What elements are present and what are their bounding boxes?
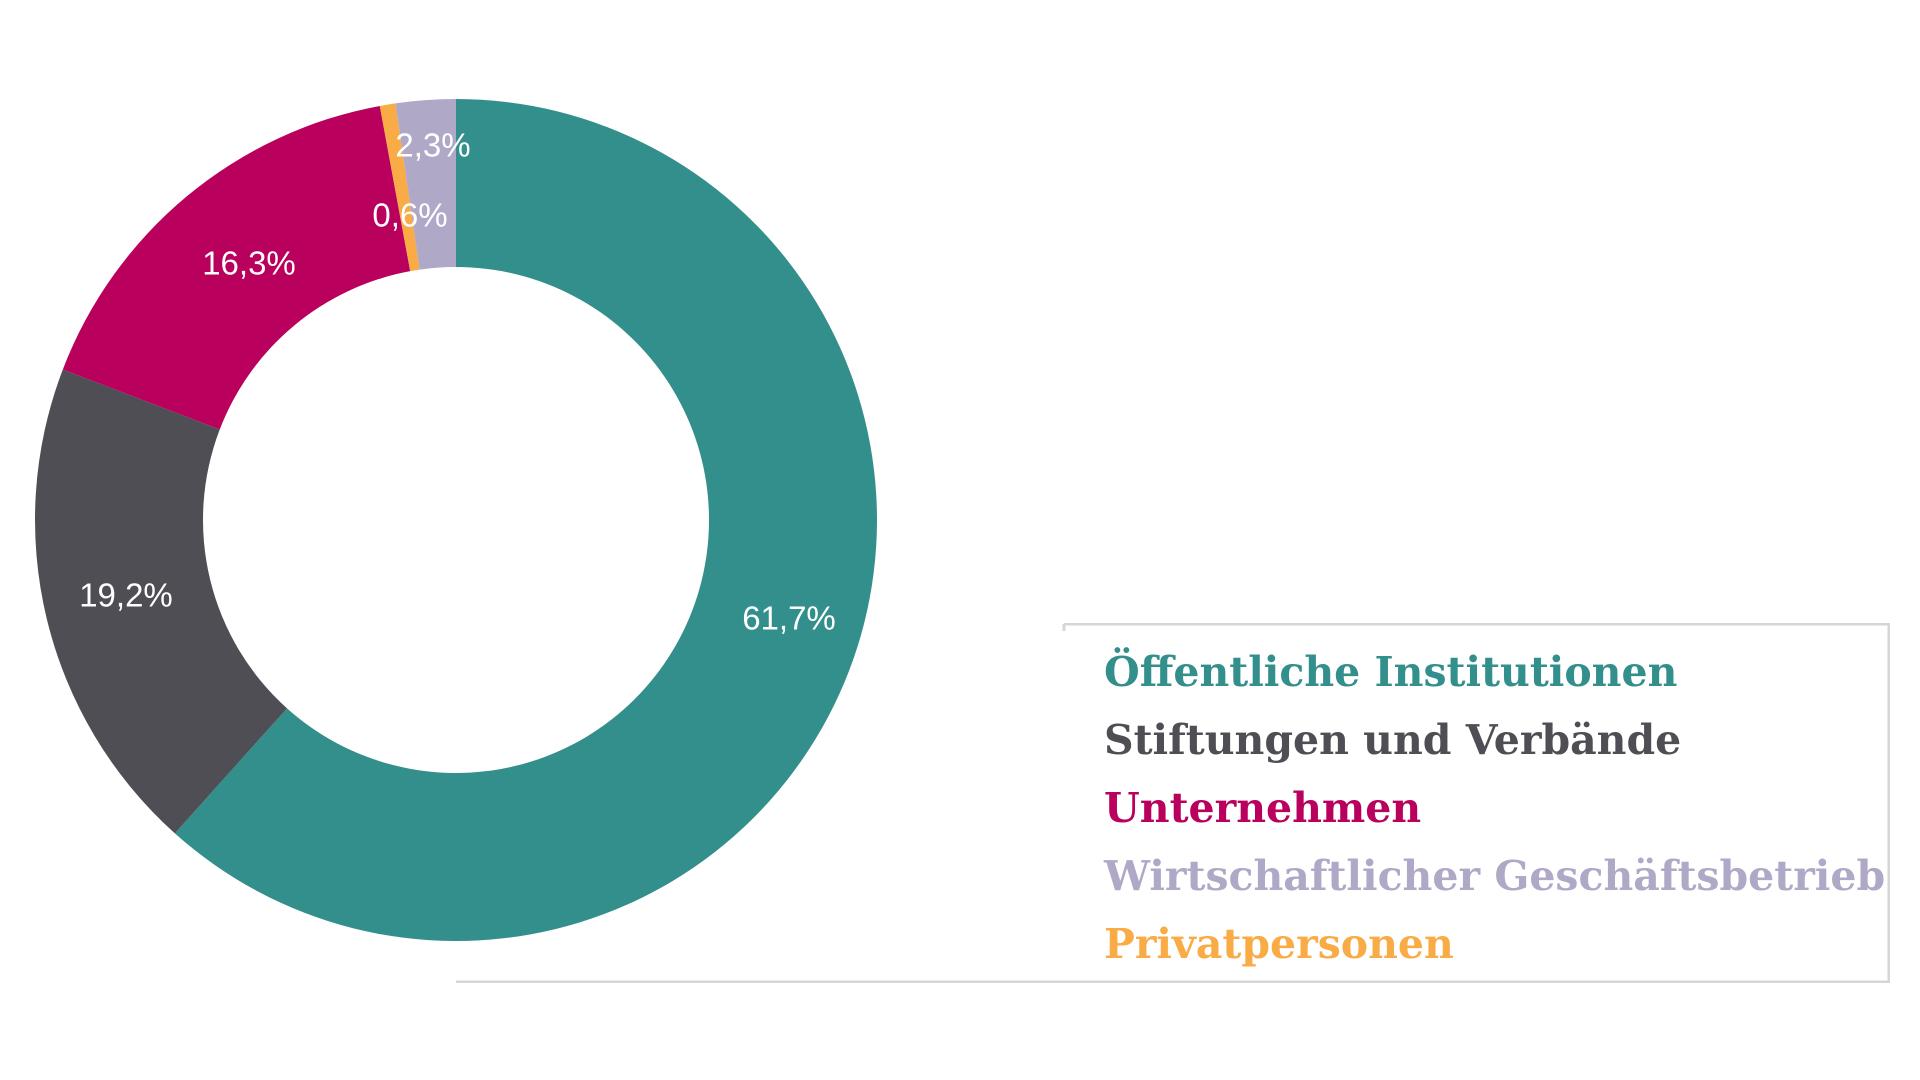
legend-item-2: Unternehmen <box>1104 784 1422 832</box>
donut-slice-3 <box>379 103 420 272</box>
slice-label-1: 19,2% <box>79 577 173 614</box>
donut-slice-2 <box>62 105 411 430</box>
legend-border <box>456 623 1890 983</box>
donut-slice-1 <box>34 369 288 834</box>
slice-label-4: 2,3% <box>395 127 470 164</box>
legend-item-0: Öffentliche Institutionen <box>1104 648 1678 696</box>
slice-label-3: 0,6% <box>372 197 447 234</box>
legend: Öffentliche Institutionen Stiftungen und … <box>1104 638 1885 978</box>
legend-frame <box>456 623 1890 983</box>
legend-item-4: Privatpersonen <box>1104 920 1454 968</box>
donut-slice-4 <box>395 99 456 270</box>
slice-label-2: 16,3% <box>202 245 296 282</box>
legend-item-1: Stiftungen und Verbände <box>1104 716 1682 764</box>
legend-item-3: Wirtschaftlicher Geschäftsbetrieb <box>1104 852 1886 900</box>
donut-slice-0 <box>174 99 877 941</box>
slice-label-0: 61,7% <box>742 600 836 637</box>
